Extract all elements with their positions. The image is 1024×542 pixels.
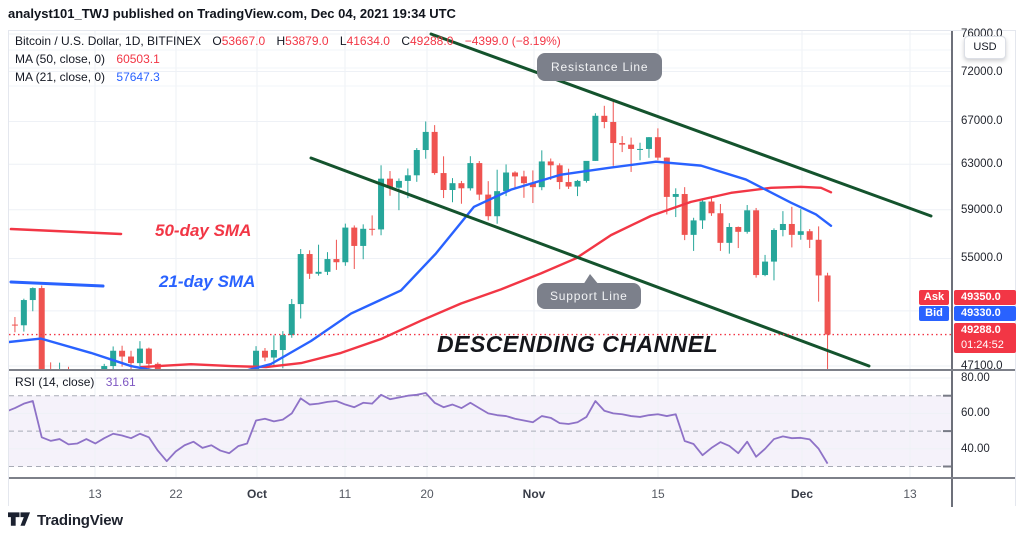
rsi-tick-label: 60.00	[961, 407, 990, 420]
tradingview-logo-icon	[8, 512, 31, 526]
rsi-line	[9, 392, 829, 465]
last-price-badge: 49288.0 01:24:52	[954, 323, 1016, 353]
support-line-label[interactable]: Support Line	[537, 274, 641, 309]
price-tick-label: 67000.0	[961, 115, 1003, 128]
time-axis[interactable]: 13 22 Oct 11 20 Nov 15 Dec 13	[9, 479, 951, 507]
ask-price-badge: 49350.0	[954, 290, 1016, 305]
sma21-sample-segment[interactable]	[9, 280, 105, 288]
publish-header: analyst101_TWJ published on TradingView.…	[8, 6, 456, 21]
symbol-row: Bitcoin / U.S. Dollar, 1D, BITFINEX O536…	[15, 34, 561, 52]
open-label: O	[212, 34, 222, 48]
rsi-pane[interactable]: RSI (14, close) 31.61	[9, 371, 951, 479]
currency-toggle-button[interactable]: USD	[964, 36, 1006, 59]
low-value: 41634.0	[346, 34, 390, 48]
price-axis[interactable]: USD 49350.0 49330.0 49288.0 01:24:52 760…	[951, 28, 1016, 507]
channel-lines[interactable]	[309, 32, 933, 368]
ma21-label: MA (21, close, 0)	[15, 70, 106, 84]
time-tick-label: 22	[169, 487, 183, 501]
last-price-value: 49288.0	[961, 324, 1001, 336]
price-tick-label: 55000.0	[961, 252, 1003, 265]
chart-widget: Bitcoin / U.S. Dollar, 1D, BITFINEX O536…	[8, 28, 1016, 507]
time-tick-label: Oct	[246, 487, 268, 501]
time-tick-label: 13	[88, 487, 102, 501]
resistance-line-label[interactable]: Resistance Line	[537, 53, 663, 81]
price-pane[interactable]: Bitcoin / U.S. Dollar, 1D, BITFINEX O536…	[9, 31, 951, 371]
descending-channel-label[interactable]: DESCENDING CHANNEL	[437, 331, 719, 357]
open-value: 53667.0	[221, 34, 266, 48]
close-value: 49288.0	[409, 34, 454, 48]
pane-separator[interactable]	[9, 369, 1015, 371]
ask-tag: Ask	[919, 290, 949, 305]
time-tick-label: 15	[651, 487, 665, 501]
price-tick-label: 63000.0	[961, 158, 1003, 171]
rsi-chart[interactable]	[9, 371, 951, 479]
symbol-legend: Bitcoin / U.S. Dollar, 1D, BITFINEX O536…	[15, 34, 561, 88]
rsi-value: 31.61	[105, 375, 136, 389]
time-tick-label: 20	[420, 487, 434, 501]
price-tick-label: 59000.0	[961, 203, 1003, 216]
price-tick-label: 72000.0	[961, 65, 1003, 78]
ma50-label: MA (50, close, 0)	[15, 52, 106, 66]
support-trendline[interactable]	[309, 156, 871, 368]
bid-price-badge: 49330.0	[954, 306, 1016, 321]
sma50-annotation[interactable]: 50-day SMA	[155, 221, 252, 240]
time-tick-label: Dec	[790, 487, 814, 501]
resistance-trendline[interactable]	[429, 32, 933, 218]
tradingview-footer[interactable]: TradingView	[8, 511, 123, 529]
rsi-tick-label: 80.00	[961, 372, 990, 384]
ma50-value: 60503.1	[116, 52, 160, 66]
high-label: H	[276, 34, 286, 48]
sma21-annotation[interactable]: 21-day SMA	[159, 272, 256, 291]
ma21-value: 57647.3	[116, 70, 160, 84]
candlestick-chart[interactable]	[9, 31, 951, 371]
high-value: 53879.0	[285, 34, 329, 48]
bar-countdown: 01:24:52	[961, 339, 1004, 351]
close-label: C	[401, 34, 410, 48]
rsi-tick-label: 40.00	[961, 442, 990, 455]
change-value: −4399.0 (−8.19%)	[464, 34, 561, 48]
ma21-row: MA (21, close, 0) 57647.3	[15, 70, 561, 88]
rsi-legend: RSI (14, close) 31.61	[15, 375, 136, 389]
time-tick-label: Nov	[522, 487, 546, 501]
tradingview-brand-text: TradingView	[37, 511, 123, 529]
rsi-label: RSI (14, close)	[15, 375, 95, 389]
sma50-sample-segment[interactable]	[9, 227, 123, 236]
ma50-row: MA (50, close, 0) 60503.1	[15, 52, 561, 70]
rsi-grid	[9, 371, 951, 479]
symbol-title: Bitcoin / U.S. Dollar, 1D, BITFINEX	[15, 34, 202, 48]
time-tick-label: 13	[903, 487, 917, 501]
time-tick-label: 11	[338, 487, 352, 501]
low-label: L	[339, 34, 347, 48]
bid-tag: Bid	[919, 306, 949, 321]
axis-separator[interactable]	[9, 477, 1015, 479]
